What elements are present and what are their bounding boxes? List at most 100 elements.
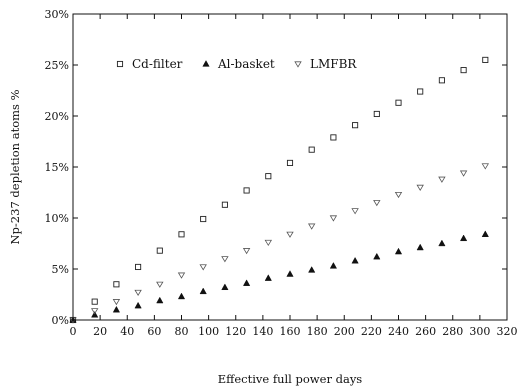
point-lmfbr-3: [134, 289, 142, 297]
point-lmfbr-19: [481, 163, 490, 170]
x-tick-label-80: 80: [175, 325, 189, 338]
legend-symbol-al-basket: [202, 60, 210, 67]
y-tick-label-30: 30%: [45, 8, 69, 21]
y-tick-label-0: 0%: [52, 314, 69, 327]
legend-label-cd-filter: Cd-filter: [132, 57, 183, 71]
point-lmfbr-18: [459, 170, 468, 177]
point-cd-filter-18: [460, 67, 467, 74]
x-tick-label-180: 180: [307, 325, 328, 338]
point-lmfbr-4: [156, 281, 164, 288]
x-tick-label-120: 120: [225, 325, 246, 338]
legend-label-al-basket: Al-basket: [217, 57, 275, 71]
point-cd-filter-6: [200, 215, 207, 223]
series-layer: [69, 56, 490, 324]
point-cd-filter-13: [352, 122, 359, 129]
point-al-basket-12: [329, 262, 338, 269]
point-cd-filter-17: [438, 77, 445, 84]
point-al-basket-5: [177, 292, 186, 300]
point-cd-filter-4: [156, 247, 163, 254]
point-lmfbr-6: [199, 264, 207, 271]
y-tick-label-10: 10%: [45, 212, 69, 225]
point-al-basket-2: [112, 305, 121, 313]
y-tick-label-25: 25%: [45, 59, 69, 72]
point-cd-filter-2: [113, 281, 120, 288]
x-axis-title: Effective full power days: [218, 372, 363, 386]
legend-symbol-lmfbr: [294, 61, 302, 68]
point-cd-filter-9: [265, 173, 272, 180]
point-al-basket-18: [459, 234, 468, 242]
y-tick-label-5: 5%: [52, 263, 69, 276]
x-tick-label-320: 320: [497, 325, 518, 338]
point-cd-filter-5: [178, 231, 185, 238]
point-lmfbr-12: [329, 215, 338, 222]
legend-marker-lmfbr: [294, 61, 302, 68]
legend-item-al-basket: Al-basket: [202, 57, 275, 71]
point-lmfbr-1: [90, 308, 99, 315]
y-axis-title: Np-237 depletion atoms %: [8, 89, 22, 244]
legend-item-cd-filter: Cd-filter: [116, 57, 183, 71]
x-tick-label-160: 160: [280, 325, 301, 338]
point-lmfbr-17: [438, 176, 446, 183]
point-al-basket-4: [156, 296, 164, 304]
point-cd-filter-19: [482, 56, 489, 63]
point-cd-filter-15: [395, 99, 402, 106]
plot-frame: [72, 13, 508, 321]
point-al-basket-15: [394, 247, 403, 255]
x-tick-label-100: 100: [198, 325, 219, 338]
legend-marker-al-basket: [202, 60, 210, 67]
point-lmfbr-11: [307, 223, 316, 230]
point-al-basket-14: [373, 252, 381, 260]
x-tick-label-60: 60: [147, 325, 161, 338]
legend-marker-cd-filter: [116, 60, 124, 68]
point-al-basket-16: [416, 243, 424, 251]
x-tick-label-240: 240: [388, 325, 409, 338]
x-tick-label-0: 0: [70, 325, 77, 338]
series-al-basket: [69, 230, 489, 323]
point-cd-filter-10: [286, 159, 294, 166]
point-lmfbr-5: [177, 272, 186, 279]
x-tick-label-40: 40: [120, 325, 134, 338]
point-al-basket-7: [221, 283, 229, 291]
point-al-basket-9: [264, 274, 272, 281]
x-tick-label-140: 140: [252, 325, 273, 338]
point-al-basket-8: [242, 279, 251, 286]
point-al-basket-13: [351, 256, 359, 264]
series-lmfbr: [69, 163, 490, 324]
point-al-basket-19: [481, 230, 489, 237]
x-tick-label-220: 220: [361, 325, 382, 338]
point-cd-filter-11: [308, 146, 315, 153]
point-lmfbr-10: [286, 231, 294, 238]
x-tick-label-20: 20: [93, 325, 107, 338]
legend: Cd-filter Al-basket LMFBR: [116, 57, 357, 71]
legend-label-lmfbr: LMFBR: [310, 57, 357, 71]
point-al-basket-3: [134, 301, 142, 309]
x-tick-label-280: 280: [442, 325, 463, 338]
ticks-layer: 0 20 40 60 80 100 120 140 160 180 200 220 240 260 280 3…: [45, 8, 518, 338]
point-cd-filter-3: [135, 263, 142, 271]
point-al-basket-6: [199, 287, 207, 295]
point-cd-filter-16: [417, 88, 424, 95]
x-tick-label-300: 300: [469, 325, 490, 338]
point-al-basket-17: [438, 239, 446, 247]
point-al-basket-11: [308, 266, 316, 273]
point-lmfbr-8: [242, 248, 251, 255]
x-tick-label-260: 260: [415, 325, 436, 338]
point-cd-filter-1: [91, 298, 98, 305]
point-lmfbr-9: [264, 239, 273, 247]
point-al-basket-1: [91, 310, 99, 318]
y-tick-label-20: 20%: [45, 110, 69, 123]
y-tick-label-15: 15%: [45, 161, 69, 174]
point-cd-filter-8: [243, 187, 250, 194]
point-lmfbr-2: [112, 299, 121, 306]
point-lmfbr-16: [416, 184, 424, 191]
legend-symbol-cd-filter: [116, 60, 124, 68]
point-cd-filter-12: [330, 134, 337, 141]
point-al-basket-10: [286, 270, 294, 277]
legend-item-lmfbr: LMFBR: [294, 57, 357, 71]
point-lmfbr-7: [221, 256, 229, 263]
x-tick-label-200: 200: [334, 325, 355, 338]
point-cd-filter-14: [373, 110, 380, 118]
point-lmfbr-13: [351, 208, 359, 215]
series-cd-filter: [69, 56, 489, 324]
